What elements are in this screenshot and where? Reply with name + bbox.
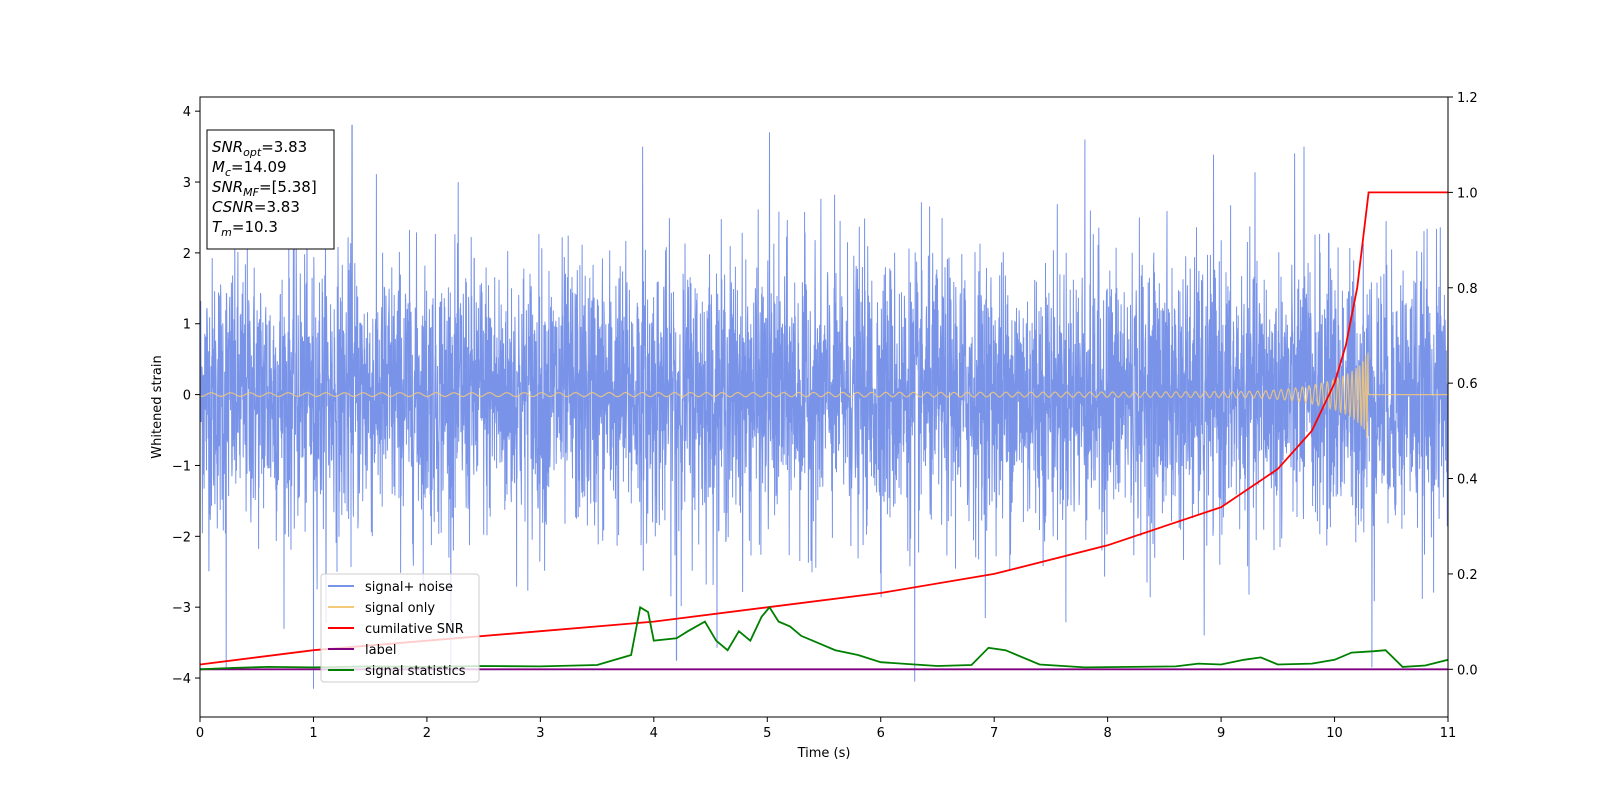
- info-line: SNRMF=[5.38]: [212, 178, 317, 199]
- info-line-sub: m: [221, 226, 232, 239]
- y2-tick-label: 0.2: [1457, 568, 1478, 583]
- info-line: Mc=14.09: [212, 158, 287, 179]
- x-tick-label: 1: [309, 726, 317, 741]
- info-box-frame: [206, 129, 335, 250]
- y2-tick-label: 1.2: [1457, 91, 1478, 106]
- info-line-value: =[5.38]: [259, 178, 317, 196]
- info-box: SNRopt=3.83Mc=14.09SNRMF=[5.38]CSNR=3.83…: [206, 129, 335, 250]
- y-tick-label: −4: [172, 672, 191, 687]
- y-tick-label: 1: [183, 318, 191, 333]
- y-tick-label: 2: [183, 247, 191, 262]
- x-tick-label: 7: [990, 726, 998, 741]
- x-tick-label: 3: [536, 726, 544, 741]
- y2-tick-label: 0.8: [1457, 282, 1478, 297]
- info-line-sub: opt: [243, 146, 262, 159]
- x-tick-label: 9: [1217, 726, 1225, 741]
- info-line-value: =3.83: [254, 198, 300, 216]
- series-signal-only-line: [200, 352, 1448, 439]
- series-cumilative-snr-line: [200, 191, 1448, 666]
- y-tick-label: 3: [183, 176, 191, 191]
- legend-entry: signal statistics: [365, 664, 466, 679]
- info-line-value: =10.3: [232, 218, 278, 236]
- info-line-name: T: [212, 218, 223, 236]
- x-tick-label: 8: [1103, 726, 1111, 741]
- info-line-value: =14.09: [231, 158, 287, 176]
- info-line-sub: c: [225, 166, 231, 179]
- x-tick-label: 2: [423, 726, 431, 741]
- y-tick-label: −2: [172, 530, 191, 545]
- legend-frame: [320, 573, 480, 683]
- info-line-sub: MF: [243, 186, 259, 199]
- series-signal-statistics-line: [200, 605, 1448, 671]
- info-line-name: SNR: [212, 138, 243, 156]
- y-tick-label: −3: [172, 601, 191, 616]
- y-axis-ticks: 4 3 2 1 0 −1 −2 −3 −4: [172, 105, 200, 687]
- plot-frame: [199, 96, 1449, 718]
- x-axis-label: Time (s): [797, 746, 851, 761]
- x-tick-label: 11: [1440, 726, 1457, 741]
- y2-tick-label: 0.0: [1457, 663, 1478, 678]
- info-line: Tm=10.3: [212, 218, 278, 239]
- x-tick-label: 4: [650, 726, 658, 741]
- y2-axis-ticks: 1.2 1.0 0.8 0.6 0.4 0.2 0.0: [1448, 91, 1478, 678]
- y-axis-label: Whitened strain: [150, 355, 165, 458]
- legend: signal+ noise signal only cumilative SNR la…: [320, 573, 480, 683]
- x-axis-ticks: 0 1 2 3 4 5 6 7 8 9 10 11: [196, 717, 1456, 741]
- legend-entry: signal only: [365, 601, 435, 616]
- legend-entry: label: [365, 643, 396, 658]
- info-line-value: =3.83: [261, 138, 307, 156]
- y2-tick-label: 0.4: [1457, 473, 1478, 488]
- y-tick-label: 0: [183, 389, 191, 404]
- x-tick-label: 0: [196, 726, 204, 741]
- legend-entry: cumilative SNR: [365, 622, 464, 637]
- y-tick-label: 4: [183, 105, 191, 120]
- y2-tick-label: 1.0: [1457, 186, 1478, 201]
- x-tick-label: 10: [1326, 726, 1343, 741]
- series-signal-noise-line: [200, 124, 1448, 689]
- info-line-name: CSNR: [212, 198, 254, 216]
- y-tick-label: −1: [172, 459, 191, 474]
- y2-tick-label: 0.6: [1457, 377, 1478, 392]
- info-line-name: SNR: [212, 178, 243, 196]
- x-tick-label: 5: [763, 726, 771, 741]
- info-line-name: M: [212, 158, 225, 176]
- legend-entry: signal+ noise: [365, 580, 453, 595]
- x-tick-label: 6: [877, 726, 885, 741]
- info-line: CSNR=3.83: [212, 198, 300, 216]
- info-line: SNRopt=3.83: [212, 138, 307, 159]
